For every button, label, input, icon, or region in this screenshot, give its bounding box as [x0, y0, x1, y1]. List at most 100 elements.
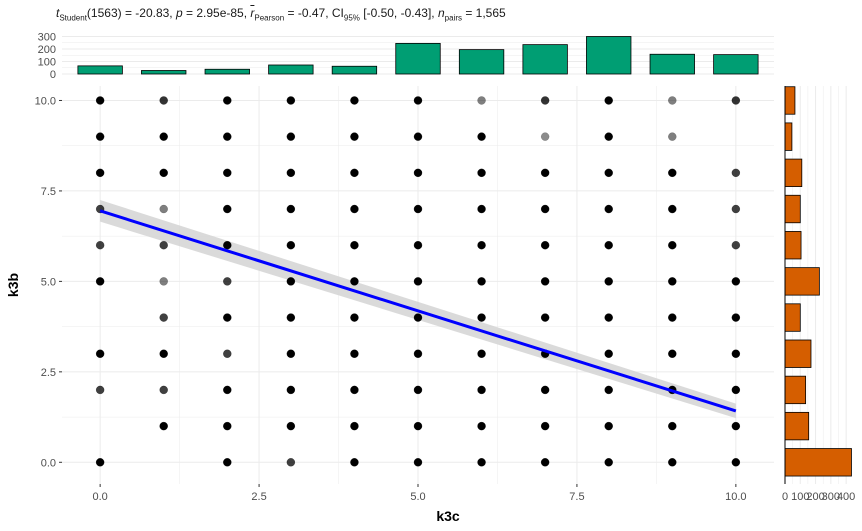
scatter-point: [223, 421, 232, 431]
scatter-point: [286, 458, 296, 467]
scatter-point: [477, 349, 486, 358]
scatter-point: [477, 458, 486, 467]
scatter-point: [540, 385, 550, 395]
scatter-point: [159, 96, 168, 105]
x-tick-label: 0.0: [92, 491, 107, 503]
right-hist-bar: [784, 303, 801, 332]
scatter-point: [95, 168, 105, 178]
scatter-point: [604, 240, 613, 250]
top-hist-bar: [204, 68, 250, 75]
scatter-point: [668, 313, 677, 322]
n-symbol: n: [437, 6, 445, 20]
ci-value: [-0.50, -0.43],: [359, 6, 438, 20]
scatter-point: [159, 385, 168, 395]
y-tick-label: 5.0: [41, 276, 56, 288]
scatter-point: [413, 349, 423, 358]
top-hist-tick-label: 0: [50, 69, 56, 81]
x-axis-title: k3c: [436, 508, 460, 524]
scatter-point: [223, 132, 232, 141]
t-subscript: Student: [59, 13, 87, 23]
regression-line: [99, 209, 737, 413]
confidence-band: [100, 199, 736, 419]
scatter-point: [540, 240, 550, 250]
right-hist-tick-label: 0: [782, 491, 788, 503]
scatter-point: [286, 168, 296, 178]
scatter-point: [286, 313, 296, 322]
scatter-point: [413, 277, 423, 286]
scatter-point: [350, 204, 359, 214]
scatter-points: [95, 96, 741, 467]
scatter-point: [350, 240, 359, 250]
right-hist-bar: [784, 448, 852, 477]
scatter-point: [286, 385, 296, 395]
top-hist-bar: [522, 44, 568, 75]
top-hist-tick-label: 300: [38, 32, 56, 44]
scatter-point: [95, 277, 105, 286]
scatter-point: [159, 240, 168, 250]
scatter-point: [286, 277, 296, 286]
right-hist-bar: [784, 339, 812, 368]
right-hist-bar: [784, 86, 796, 115]
top-hist-bar: [713, 54, 759, 75]
top-hist-bar: [268, 64, 314, 75]
top-hist-tick-label: 100: [38, 57, 56, 69]
r-symbol: r: [250, 6, 255, 20]
scatter-point: [223, 313, 232, 322]
scatter-point: [540, 277, 550, 286]
scatter-point: [540, 168, 550, 178]
scatter-point: [668, 240, 677, 250]
right-hist-tick-label: 200: [806, 491, 824, 503]
scatter-point: [159, 277, 168, 286]
r-value-ci: = -0.47, CI: [284, 6, 344, 20]
scatter-point: [95, 132, 105, 141]
scatter-point: [477, 313, 486, 322]
scatter-point: [159, 349, 168, 358]
scatter-point: [223, 240, 232, 250]
right-histogram-bars: [784, 86, 852, 484]
scatter-point: [604, 204, 613, 214]
chart-title: tStudent(1563) = -20.83, p = 2.95e-85, r…: [56, 6, 506, 22]
scatter-point: [668, 458, 677, 467]
n-value: = 1,565: [461, 6, 506, 20]
scatter-point: [668, 132, 677, 141]
scatter-point: [413, 168, 423, 178]
scatter-point: [604, 458, 613, 467]
scatter-point: [159, 421, 168, 431]
x-tick-label: 10.0: [725, 491, 746, 503]
p-symbol: p: [175, 6, 183, 20]
scatter-point: [223, 168, 232, 178]
scatter-point: [540, 96, 550, 105]
scatter-point: [604, 96, 613, 105]
scatter-point: [95, 458, 105, 467]
axis-labels: 0.0 2.5 5.0 7.5 10.00.02.55.07.510.0k3ck3b01…: [5, 32, 855, 525]
top-hist-bar: [586, 36, 632, 75]
scatter-point: [477, 277, 486, 286]
scatter-point: [731, 204, 741, 214]
scatter-point: [604, 168, 613, 178]
scatter-point: [223, 204, 232, 214]
right-hist-tick-label: 100: [791, 491, 809, 503]
scatter-point: [731, 385, 741, 395]
right-hist-bar: [784, 122, 793, 151]
scatter-point: [95, 349, 105, 358]
scatter-point: [350, 349, 359, 358]
scatter-point: [668, 96, 677, 105]
scatter-point: [223, 277, 232, 286]
scatter-point: [477, 168, 486, 178]
scatter-point: [286, 349, 296, 358]
x-tick-label: 7.5: [569, 491, 584, 503]
p-value: = 2.95e-85,: [182, 6, 251, 20]
scatter-point: [540, 204, 550, 214]
x-tick-label: 2.5: [251, 491, 266, 503]
scatter-point: [604, 277, 613, 286]
right-hist-bar: [784, 158, 803, 187]
scatter-point: [604, 385, 613, 395]
scatter-point: [286, 96, 296, 105]
scatter-point: [95, 385, 105, 395]
scatter-point: [350, 96, 359, 105]
scatter-point: [286, 240, 296, 250]
scatter-point: [95, 96, 105, 105]
scatter-point: [286, 421, 296, 431]
top-histogram-bars: [77, 36, 759, 75]
scatter-point: [286, 132, 296, 141]
